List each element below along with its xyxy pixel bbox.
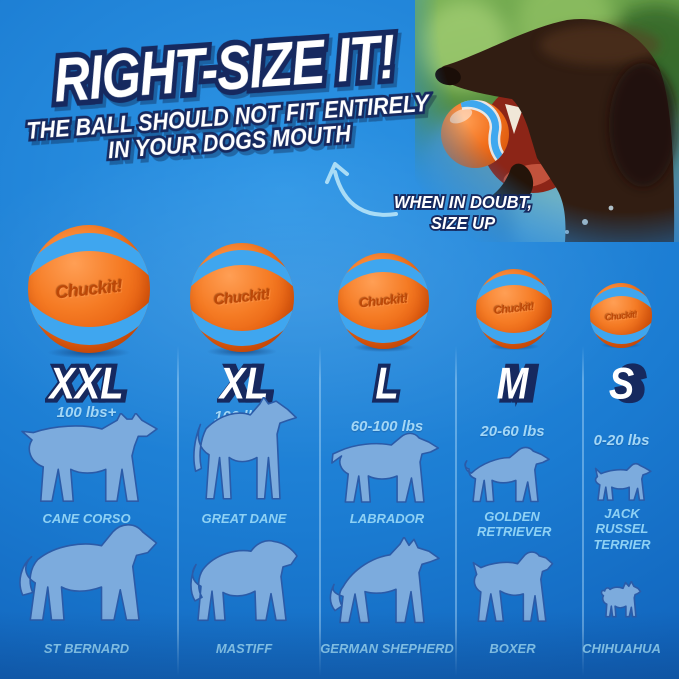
size-column-xxl: XXL XXL 100 lbs+ CANE CORSO ST BERNARD bbox=[0, 0, 177, 679]
curved-arrow-icon bbox=[325, 162, 398, 217]
dog-silhouette-labrador bbox=[330, 430, 445, 510]
size-column-l: L L 60-100 lbs LABRADOR GERMAN SHEPHERD bbox=[319, 0, 455, 679]
dog-silhouette-great-dane bbox=[187, 397, 302, 507]
column-divider bbox=[177, 346, 179, 676]
breed-name: JACK RUSSEL TERRIER bbox=[593, 506, 651, 552]
weight-range: 20-60 lbs bbox=[480, 423, 545, 440]
ball-m: Chuckit! bbox=[476, 269, 552, 349]
dog-silhouette-mastiff bbox=[185, 533, 305, 630]
breed-name: ST BERNARD bbox=[43, 641, 130, 656]
size-column-s: S S 0-20 lbs JACK RUSSEL TERRIER CHIHUAH… bbox=[582, 0, 679, 679]
size-label: L L bbox=[372, 357, 402, 412]
hint-line-1: WHEN IN DOUBT, WHEN IN DOUBT, bbox=[392, 191, 534, 214]
ball-band-bottom bbox=[476, 269, 552, 345]
size-label: XXL XXL bbox=[48, 357, 129, 412]
ball-s: Chuckit! bbox=[590, 283, 652, 349]
breed-name: GERMAN SHEPHERD bbox=[320, 641, 454, 656]
column-divider bbox=[582, 346, 584, 676]
dog-silhouette-german-shepherd bbox=[326, 537, 446, 632]
weight-range: 0-20 lbs bbox=[593, 432, 650, 449]
weight-range: 60-100 lbs bbox=[350, 418, 424, 435]
dog-silhouette-golden-retriever bbox=[462, 443, 557, 508]
hint-line-2: SIZE UP SIZE UP bbox=[429, 213, 497, 236]
size-label: M M bbox=[496, 357, 538, 412]
hint-block: WHEN IN DOUBT, WHEN IN DOUBT, SIZE UP SI… bbox=[388, 191, 538, 236]
dog-photo bbox=[415, 0, 679, 242]
column-divider bbox=[455, 346, 457, 676]
ball-band-bottom bbox=[590, 283, 652, 345]
dog-silhouette-st-bernard bbox=[14, 521, 164, 631]
dog-silhouette-cane-corso bbox=[17, 413, 167, 511]
ball-l: Chuckit! bbox=[338, 253, 429, 349]
size-column-xl: XL XL 100 lbs+ GREAT DANE MASTIFF bbox=[177, 0, 319, 679]
ball-xxl: Chuckit! bbox=[28, 225, 150, 354]
breed-name: LABRADOR bbox=[349, 511, 425, 526]
breed-name: GREAT DANE bbox=[201, 511, 287, 526]
ball-xl: Chuckit! bbox=[190, 243, 294, 353]
size-column-m: M M 20-60 lbs GOLDEN RETRIEVER BOXER bbox=[455, 0, 582, 679]
breed-name: CHIHUAHUA bbox=[582, 641, 661, 656]
dog-silhouette-boxer bbox=[465, 551, 565, 629]
weight-range: 100 lbs+ bbox=[56, 404, 117, 421]
breed-name: GOLDEN RETRIEVER bbox=[477, 509, 552, 540]
dog-photo-illustration bbox=[415, 0, 679, 242]
breed-name: BOXER bbox=[489, 641, 536, 656]
breed-name: MASTIFF bbox=[215, 641, 273, 656]
size-label: S S bbox=[608, 357, 647, 412]
breed-name: CANE CORSO bbox=[42, 511, 131, 526]
dog-silhouette-jack-russel-terrier bbox=[589, 459, 661, 506]
column-divider bbox=[319, 346, 321, 676]
dog-silhouette-chihuahua bbox=[598, 581, 648, 623]
